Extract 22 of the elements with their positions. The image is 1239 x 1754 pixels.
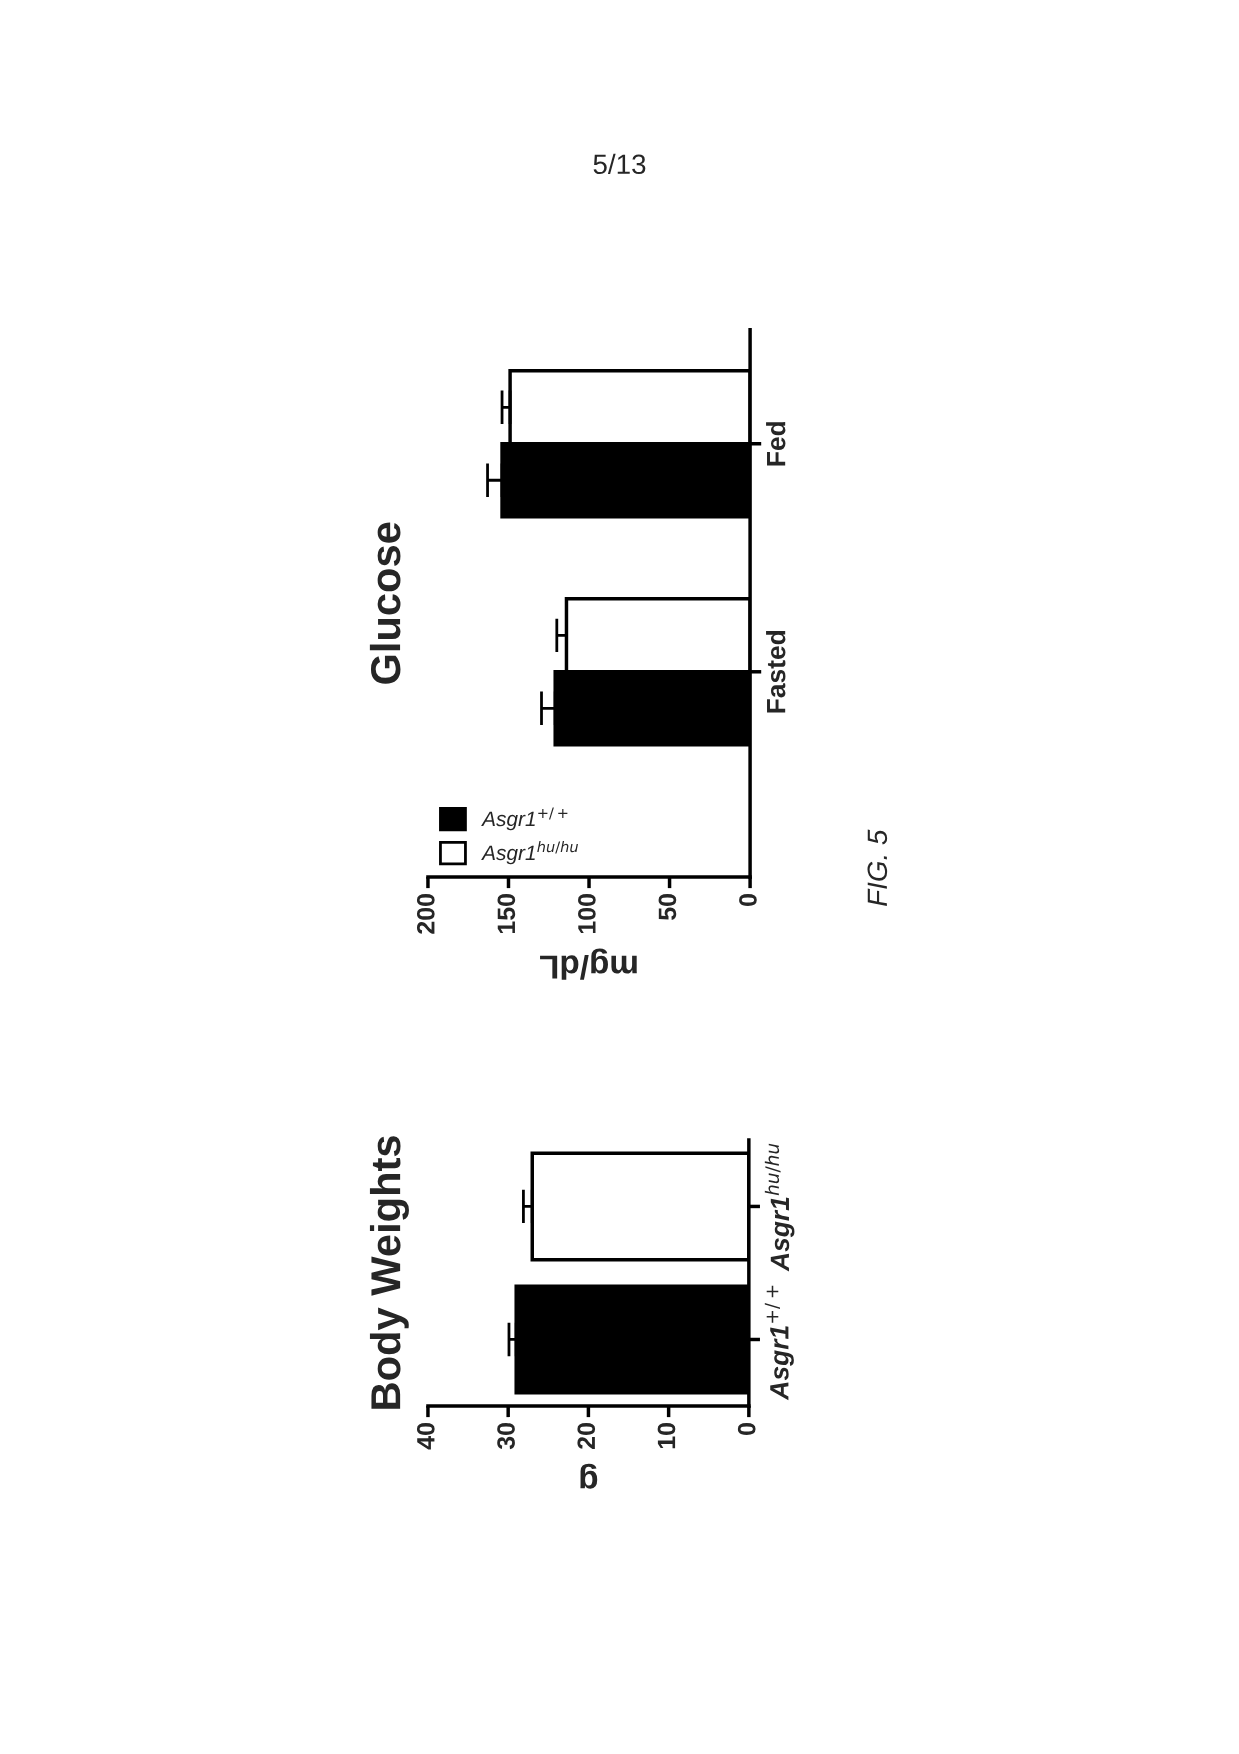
y-tick-label: Asgr1$^{+/+}$ (764, 1285, 794, 1401)
x-tick-label: 150 (497, 893, 516, 934)
x-tick-label: 200 (416, 893, 435, 934)
x-axis-title: mg/dL (540, 948, 637, 980)
y-tick-label: Fed (766, 422, 786, 466)
y-tick-label: Fasted (766, 630, 786, 713)
x-tick-label: 40 (416, 1423, 435, 1450)
y-tick-label: Asgr1$^{hu/hu}$ (764, 1143, 795, 1272)
legend-label: Asgr1$^{hu/hu}$ (481, 840, 578, 865)
x-tick-label: 0 (739, 894, 757, 906)
x-tick-label: 30 (497, 1423, 515, 1450)
x-tick-label: 100 (578, 893, 596, 934)
caption: FIG. 5 (867, 829, 888, 906)
legend-label: Asgr1$^{+/+}$ (481, 807, 568, 831)
text: Glucose (369, 522, 401, 684)
x-tick-label: 20 (577, 1423, 596, 1449)
x-axis-title: g (580, 1463, 598, 1489)
x-tick-label: 10 (657, 1423, 676, 1449)
text: 5/13 (593, 153, 646, 175)
text: Body Weights (369, 1136, 409, 1409)
x-tick-label: 0 (737, 1423, 756, 1435)
x-tick-label: 50 (658, 893, 677, 921)
